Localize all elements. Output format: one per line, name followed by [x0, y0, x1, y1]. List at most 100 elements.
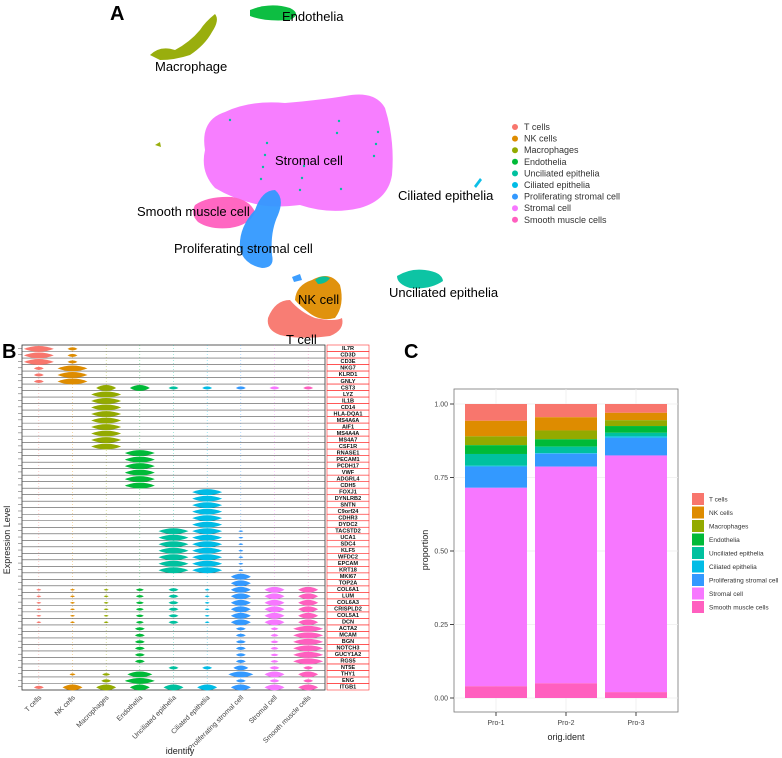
violin-shape	[192, 547, 223, 554]
violin-shape	[91, 411, 122, 417]
legend-swatch	[512, 124, 518, 130]
bar-x-label: orig.ident	[547, 732, 585, 742]
umap-label-macrophage: Macrophage	[155, 59, 227, 74]
bar-legend: T cells NK cells Macrophages Endothelia Unci…	[692, 493, 779, 613]
legend-swatch	[692, 520, 704, 532]
gene-label: WFDC2	[338, 555, 358, 561]
violin-shape	[91, 437, 122, 443]
violin-shape	[238, 562, 244, 565]
violin-shape	[124, 476, 155, 483]
gene-label: DCN	[342, 620, 354, 626]
violin-shape	[192, 521, 223, 528]
umap-label-ciliated: Ciliated epithelia	[398, 188, 494, 203]
violin-shape	[298, 612, 319, 619]
violin-x-tick: T cells	[24, 694, 44, 714]
umap-point	[302, 164, 306, 168]
violin-shape	[124, 677, 155, 684]
violin-shape	[235, 640, 246, 644]
gene-label: NKG7	[340, 366, 356, 372]
umap-label-smooth-muscle: Smooth muscle cell	[137, 204, 250, 219]
violin-shape	[270, 647, 279, 650]
violin-shape	[62, 684, 83, 691]
violin-shape	[124, 469, 155, 476]
violin-shape	[70, 608, 75, 611]
gene-label: TOP2A	[339, 581, 358, 587]
violin-shape	[91, 404, 122, 411]
gene-label: IL7R	[342, 346, 354, 352]
proportion-panel: C 0.00 0.25 0.50 0.75 1.00 Pro-1 Pro-2 Pro-3 pr…	[404, 341, 779, 742]
bar-segment	[605, 432, 667, 437]
gene-label: MCAM	[339, 633, 357, 639]
violin-shape	[298, 593, 319, 600]
gene-label: NT5E	[341, 665, 356, 671]
violin-shape	[202, 666, 213, 670]
violin-shape	[298, 599, 319, 606]
violin-shape	[293, 625, 324, 632]
violin-shape	[192, 528, 223, 535]
panel-label-a: A	[110, 3, 124, 25]
gene-label: CD14	[341, 405, 356, 411]
umap-cluster	[315, 276, 330, 284]
bar-segment	[605, 436, 667, 438]
violin-shape	[36, 614, 42, 617]
bar-segment	[535, 466, 597, 684]
gene-label: THY1	[341, 672, 355, 678]
violin-panel: B Expression Level identity T cells NK ce…	[2, 341, 370, 756]
violin-shape	[298, 586, 319, 593]
umap-point	[259, 177, 263, 181]
bar-segment	[535, 453, 597, 454]
umap-point	[337, 119, 341, 123]
violin-shape	[192, 502, 223, 509]
legend-label: Proliferating stromal cell	[524, 192, 620, 202]
violin-shape	[102, 673, 111, 676]
y-tick-label: 0.00	[434, 696, 448, 703]
violin-shape	[96, 385, 117, 391]
legend-label: Proliferating stromal cell	[709, 578, 779, 585]
gene-label: VWF	[342, 470, 355, 476]
umap-cluster	[295, 276, 342, 320]
violin-shape	[204, 588, 210, 591]
violin-shape	[192, 560, 223, 567]
gene-label: CD3D	[340, 353, 355, 359]
violin-shape	[230, 580, 251, 587]
violin-shape	[192, 567, 223, 574]
violin-shape	[91, 398, 122, 404]
violin-shape	[298, 619, 319, 626]
violin-shape	[264, 593, 285, 600]
gene-label: IL1B	[342, 398, 354, 404]
umap-label-proliferating: Proliferating stromal cell	[174, 241, 313, 256]
violin-shape	[129, 385, 150, 391]
gene-label: COL5A1	[337, 613, 359, 619]
violin-x-tick: NK cells	[54, 694, 77, 717]
gene-label: NOTCH3	[337, 646, 360, 652]
legend-swatch	[692, 506, 704, 519]
umap-label-t: T cell	[286, 332, 317, 347]
gene-label: KLF5	[341, 548, 355, 554]
violin-shape	[204, 621, 210, 624]
violin-shape	[36, 621, 42, 624]
violin-shape	[293, 632, 324, 639]
violin-shape	[96, 684, 117, 691]
legend-label: Ciliated epithelia	[709, 564, 757, 571]
umap-cluster	[474, 178, 482, 188]
violin-shape	[70, 588, 75, 591]
gene-label: CDHR3	[338, 515, 357, 521]
violin-shape	[235, 633, 246, 637]
bar-segment	[465, 487, 527, 687]
violin-shape	[230, 593, 251, 600]
violin-shape	[70, 621, 75, 624]
legend-swatch	[512, 158, 518, 165]
legend-label: Smooth muscle cells	[524, 215, 607, 225]
violin-shape	[158, 528, 189, 535]
bar-segment	[465, 420, 527, 437]
umap-cluster	[193, 196, 255, 229]
umap-point	[298, 188, 302, 192]
legend-swatch	[692, 533, 704, 546]
gene-label: CSF1R	[339, 444, 357, 450]
violin-shape	[238, 536, 244, 539]
umap-point	[374, 142, 378, 146]
gene-label: KLRD1	[339, 372, 358, 378]
violin-shape	[23, 352, 54, 359]
violin-shape	[238, 543, 244, 545]
